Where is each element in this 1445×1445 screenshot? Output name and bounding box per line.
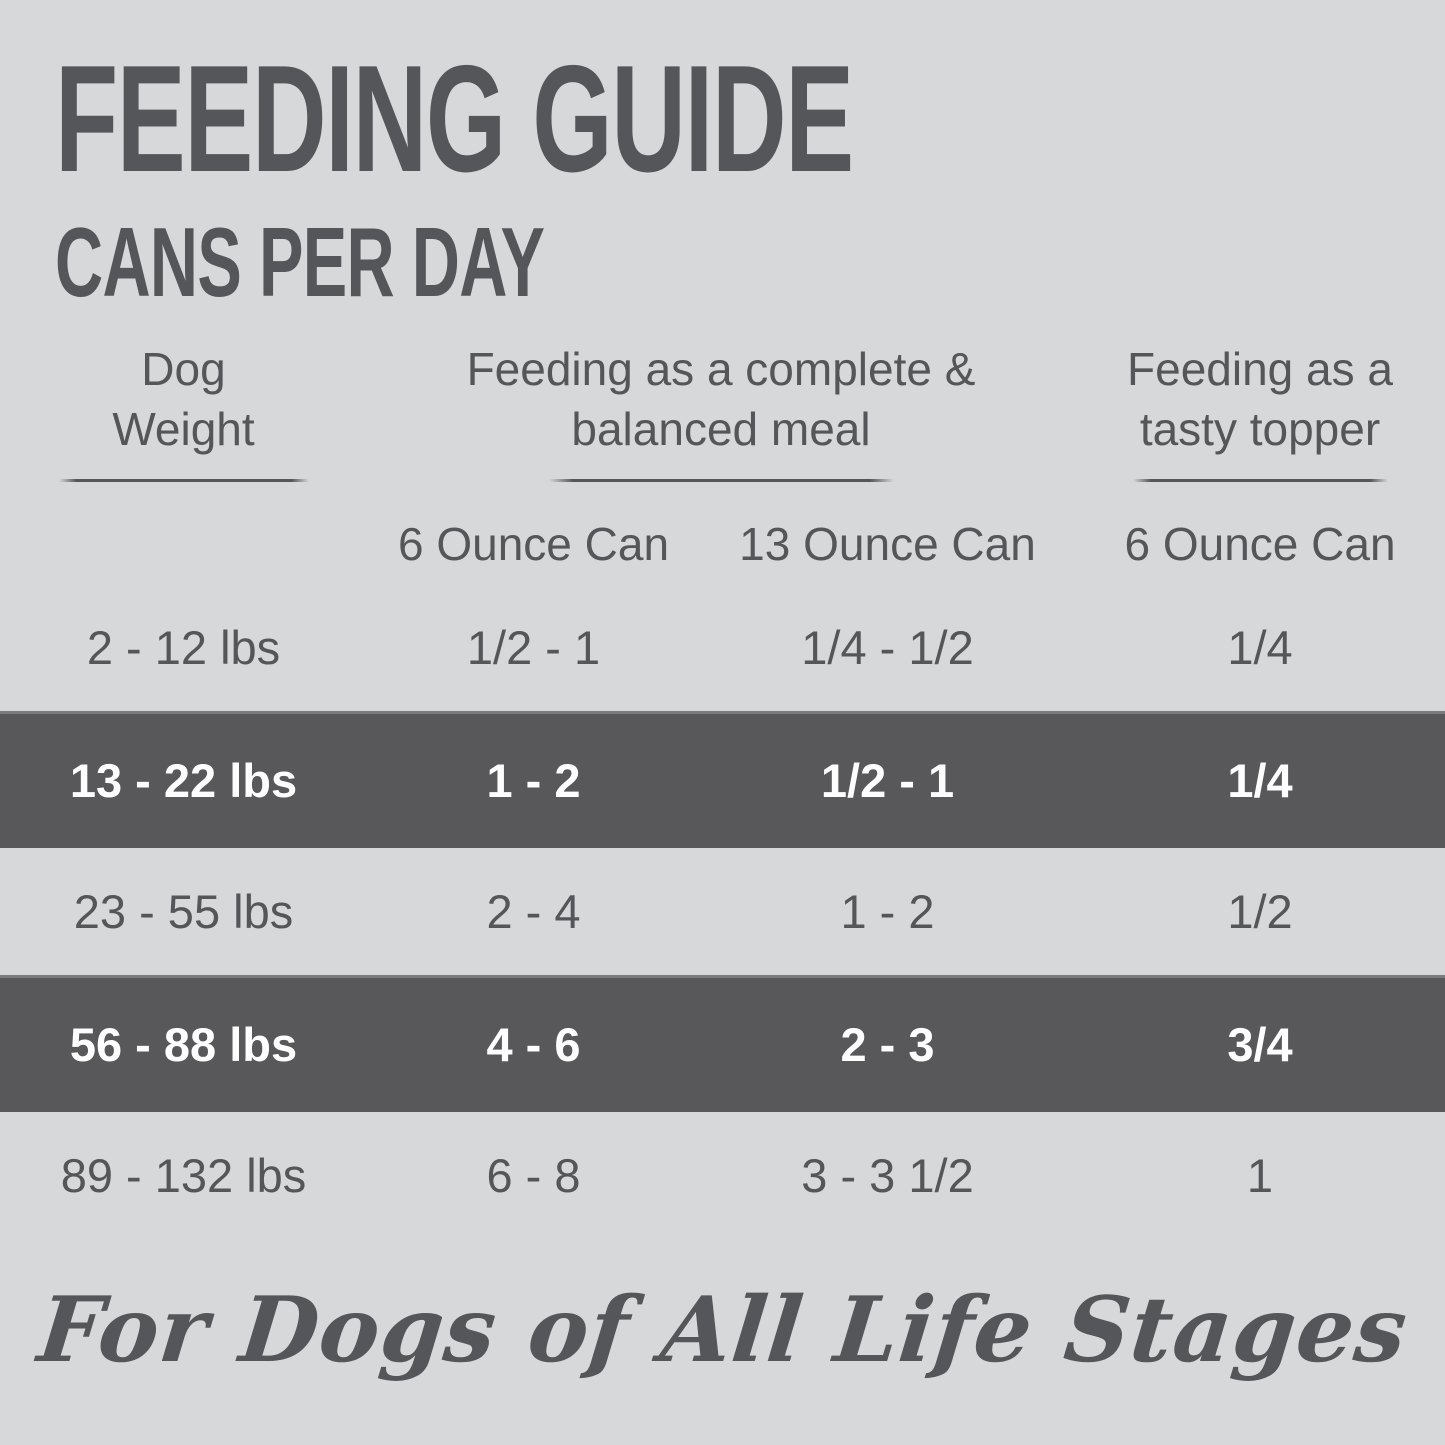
header-underline [58, 478, 309, 482]
column-header-line: Feeding as a [1127, 342, 1393, 395]
cell-13oz-meal: 1/4 - 1/2 [801, 620, 974, 674]
column-header-dog-weight: Dog Weight [0, 339, 367, 482]
table-body: 2 - 12 lbs 1/2 - 1 1/4 - 1/2 1/4 13 - 22… [0, 584, 1445, 1239]
column-header-line: Feeding as a complete & [466, 342, 976, 395]
table-row: 2 - 12 lbs 1/2 - 1 1/4 - 1/2 1/4 [0, 584, 1445, 711]
table-row: 56 - 88 lbs 4 - 6 2 - 3 3/4 [0, 974, 1445, 1112]
cell-dog-weight: 13 - 22 lbs [69, 754, 298, 808]
cell-dog-weight: 23 - 55 lbs [73, 884, 294, 938]
subheader-13oz-meal: 13 Ounce Can [739, 517, 1036, 570]
footer: For Dogs of All Life Stages [0, 1277, 1445, 1383]
footer-tagline: For Dogs of All Life Stages [32, 1276, 1413, 1383]
subheader-6oz-meal: 6 Ounce Can [397, 517, 670, 570]
cell-13oz-meal: 1 - 2 [840, 884, 935, 938]
table-row: 23 - 55 lbs 2 - 4 1 - 2 1/2 [0, 848, 1445, 975]
cell-6oz-topper: 1 [1246, 1148, 1274, 1202]
subheader-spacer [0, 514, 367, 574]
column-header-complete-meal: Feeding as a complete & balanced meal [367, 339, 1075, 482]
cell-6oz-meal: 6 - 8 [486, 1148, 581, 1202]
cell-13oz-meal: 2 - 3 [840, 1018, 935, 1072]
column-header-tasty-topper: Feeding as a tasty topper [1075, 339, 1445, 482]
cell-6oz-meal: 4 - 6 [486, 1018, 581, 1072]
column-header-line: tasty topper [1139, 402, 1381, 455]
cell-13oz-meal: 1/2 - 1 [820, 754, 955, 808]
page-title: FEEDING GUIDE [55, 34, 854, 204]
column-header-line: balanced meal [571, 402, 871, 455]
cell-dog-weight: 89 - 132 lbs [60, 1148, 307, 1202]
cell-6oz-topper: 1/4 [1227, 754, 1293, 808]
cell-13oz-meal: 3 - 3 1/2 [801, 1148, 974, 1202]
column-header-line: Weight [112, 402, 255, 455]
table-row: 13 - 22 lbs 1 - 2 1/2 - 1 1/4 [0, 710, 1445, 848]
cell-6oz-meal: 1/2 - 1 [466, 620, 601, 674]
table-row: 89 - 132 lbs 6 - 8 3 - 3 1/2 1 [0, 1112, 1445, 1239]
title-block: FEEDING GUIDE CANS PER DAY [0, 0, 1445, 313]
column-header-line: Dog [141, 342, 226, 395]
cell-6oz-meal: 1 - 2 [486, 754, 581, 808]
header-underline [548, 478, 894, 482]
table-group-header-row: Dog Weight Feeding as a complete & balan… [0, 339, 1445, 482]
table-subheader-row: 6 Ounce Can 13 Ounce Can 6 Ounce Can [0, 514, 1445, 574]
cell-dog-weight: 56 - 88 lbs [69, 1018, 298, 1072]
subheader-6oz-topper: 6 Ounce Can [1124, 517, 1396, 570]
cell-6oz-topper: 1/2 [1227, 884, 1293, 938]
cell-dog-weight: 2 - 12 lbs [86, 620, 281, 674]
cell-6oz-topper: 3/4 [1227, 1018, 1293, 1072]
page-subtitle: CANS PER DAY [55, 207, 545, 318]
header-underline [1132, 478, 1388, 482]
cell-6oz-meal: 2 - 4 [486, 884, 581, 938]
cell-6oz-topper: 1/4 [1227, 620, 1293, 674]
